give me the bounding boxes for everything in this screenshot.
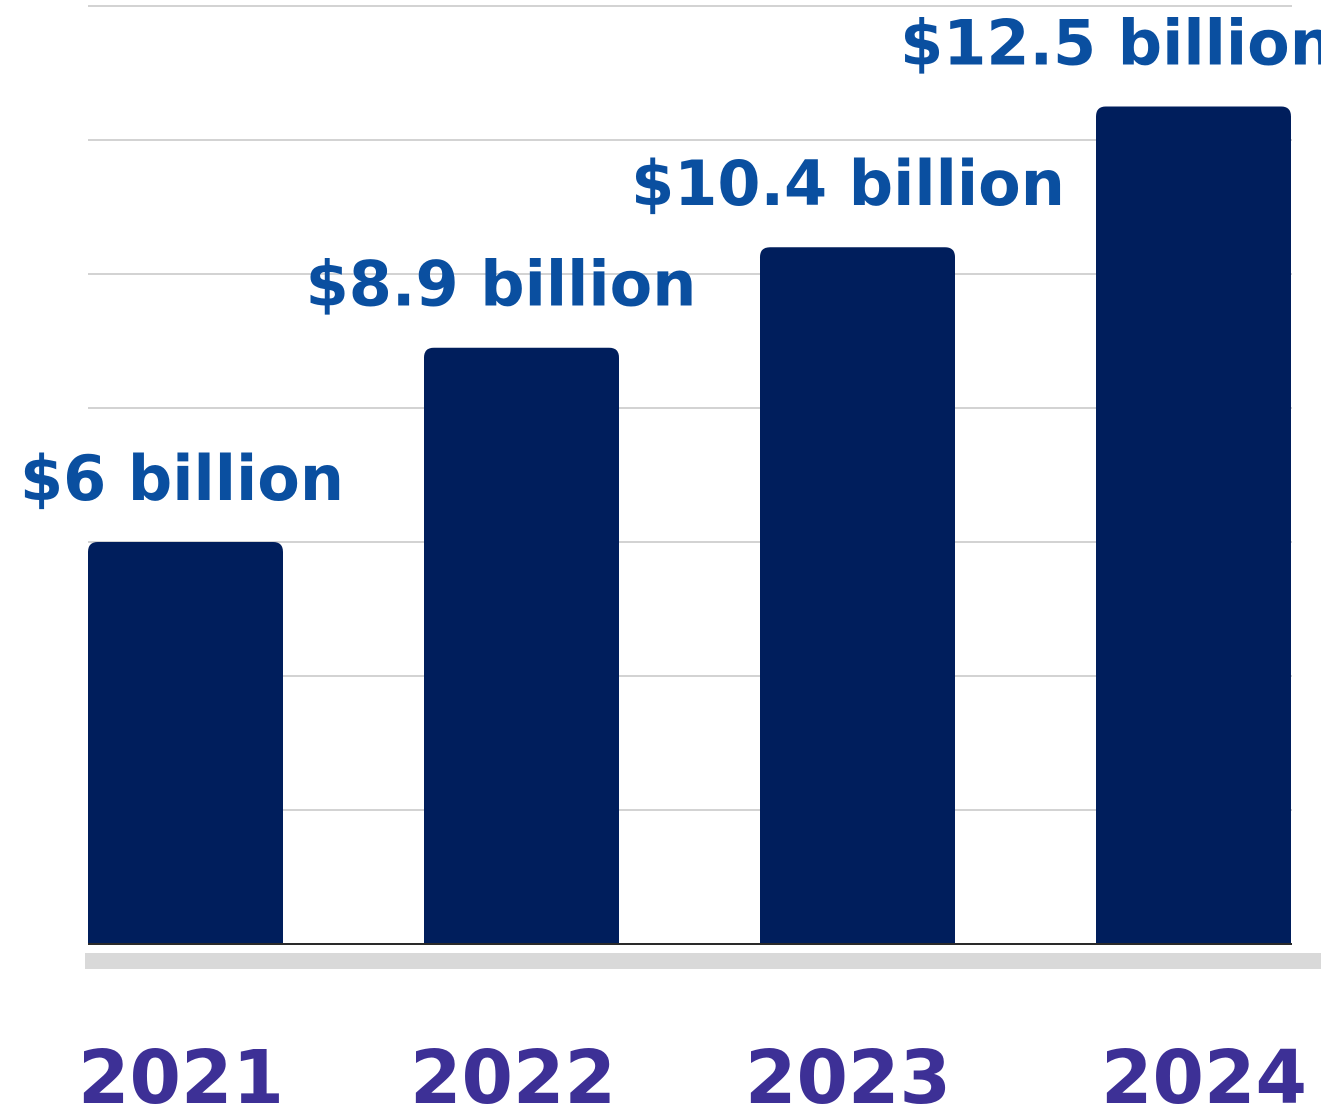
category-label-2024: 2024 [1101, 1035, 1307, 1113]
data-label-2023: $10.4 billion [631, 147, 1065, 220]
category-labels: 2021 2022 2023 2024 [78, 1035, 1307, 1113]
bar-2022 [424, 347, 619, 944]
bar-2023 [760, 247, 955, 944]
floor-band [85, 953, 1321, 969]
data-label-2022: $8.9 billion [306, 248, 697, 321]
category-label-2021: 2021 [78, 1035, 284, 1113]
category-label-2022: 2022 [410, 1035, 616, 1113]
data-labels: $6 billion $8.9 billion $10.4 billion $12.5… [20, 7, 1321, 516]
data-label-2024: $12.5 billion [900, 7, 1321, 80]
gridlines [88, 5, 1292, 811]
bars [88, 106, 1291, 944]
data-label-2021: $6 billion [20, 442, 344, 515]
bar-2021 [88, 542, 283, 944]
category-label-2023: 2023 [745, 1035, 951, 1113]
bar-2024 [1096, 106, 1291, 944]
